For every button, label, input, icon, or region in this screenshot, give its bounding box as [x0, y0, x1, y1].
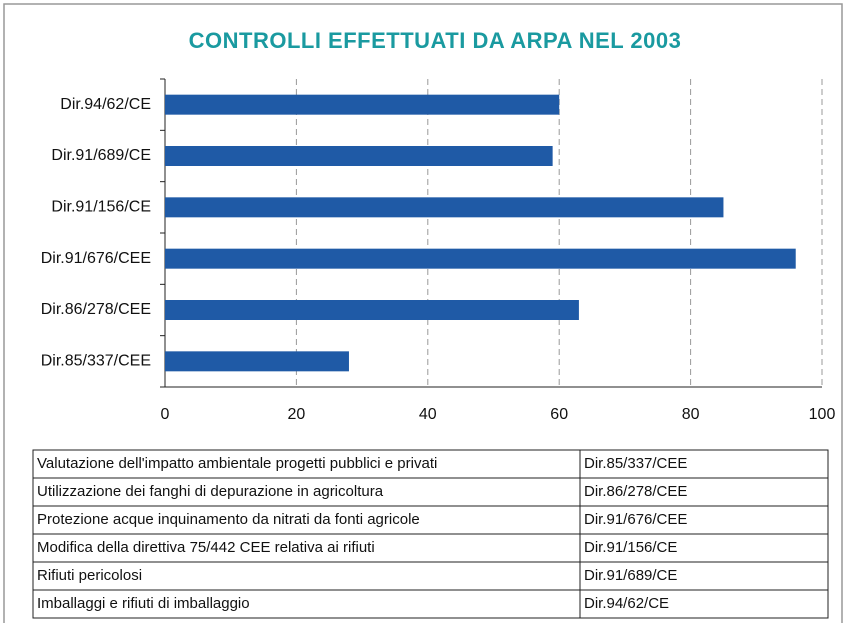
- bar: [165, 300, 579, 320]
- bar: [165, 94, 560, 115]
- table-cell: Imballaggi e rifiuti di imballaggio: [37, 595, 250, 612]
- table-cell: Utilizzazione dei fanghi di depurazione …: [37, 483, 384, 500]
- x-tick-label: 100: [809, 406, 836, 423]
- table-row: [32, 561, 829, 591]
- table-cell: Dir.91/689/CE: [584, 567, 677, 584]
- table-row: [32, 589, 829, 619]
- x-tick-label: 80: [682, 406, 700, 423]
- table-cell: Protezione acque inquinamento da nitrati…: [37, 511, 420, 528]
- y-tick-label: Dir.91/676/CEE: [41, 250, 151, 267]
- x-tick-label: 20: [288, 406, 306, 423]
- bar: [165, 197, 724, 218]
- table-cell: Dir.85/337/CEE: [584, 455, 687, 472]
- bar: [165, 351, 349, 372]
- table-cell: Dir.91/676/CEE: [584, 511, 687, 528]
- frame: [3, 3, 843, 623]
- x-tick-label: 60: [550, 406, 568, 423]
- y-tick-label: Dir.94/62/CE: [60, 96, 151, 113]
- y-tick-label: Dir.85/337/CEE: [41, 353, 151, 370]
- table-cell: Dir.94/62/CE: [584, 595, 669, 612]
- y-tick-label: Dir.91/156/CE: [51, 199, 151, 216]
- table-cell: Modifica della direttiva 75/442 CEE rela…: [37, 539, 375, 556]
- bar: [165, 146, 553, 166]
- table-cell: Valutazione dell'impatto ambientale prog…: [37, 455, 437, 472]
- table-cell: Dir.91/156/CE: [584, 539, 677, 556]
- x-tick-label: 40: [419, 406, 437, 423]
- table-cell: Rifiuti pericolosi: [37, 567, 142, 584]
- table-cell: Dir.86/278/CEE: [584, 483, 687, 500]
- y-tick-label: Dir.91/689/CE: [51, 147, 151, 164]
- x-tick-label: 0: [161, 406, 170, 423]
- y-tick-label: Dir.86/278/CEE: [41, 301, 151, 318]
- bar: [165, 248, 796, 269]
- chart-title: CONTROLLI EFFETTUATI DA ARPA NEL 2003: [189, 28, 682, 53]
